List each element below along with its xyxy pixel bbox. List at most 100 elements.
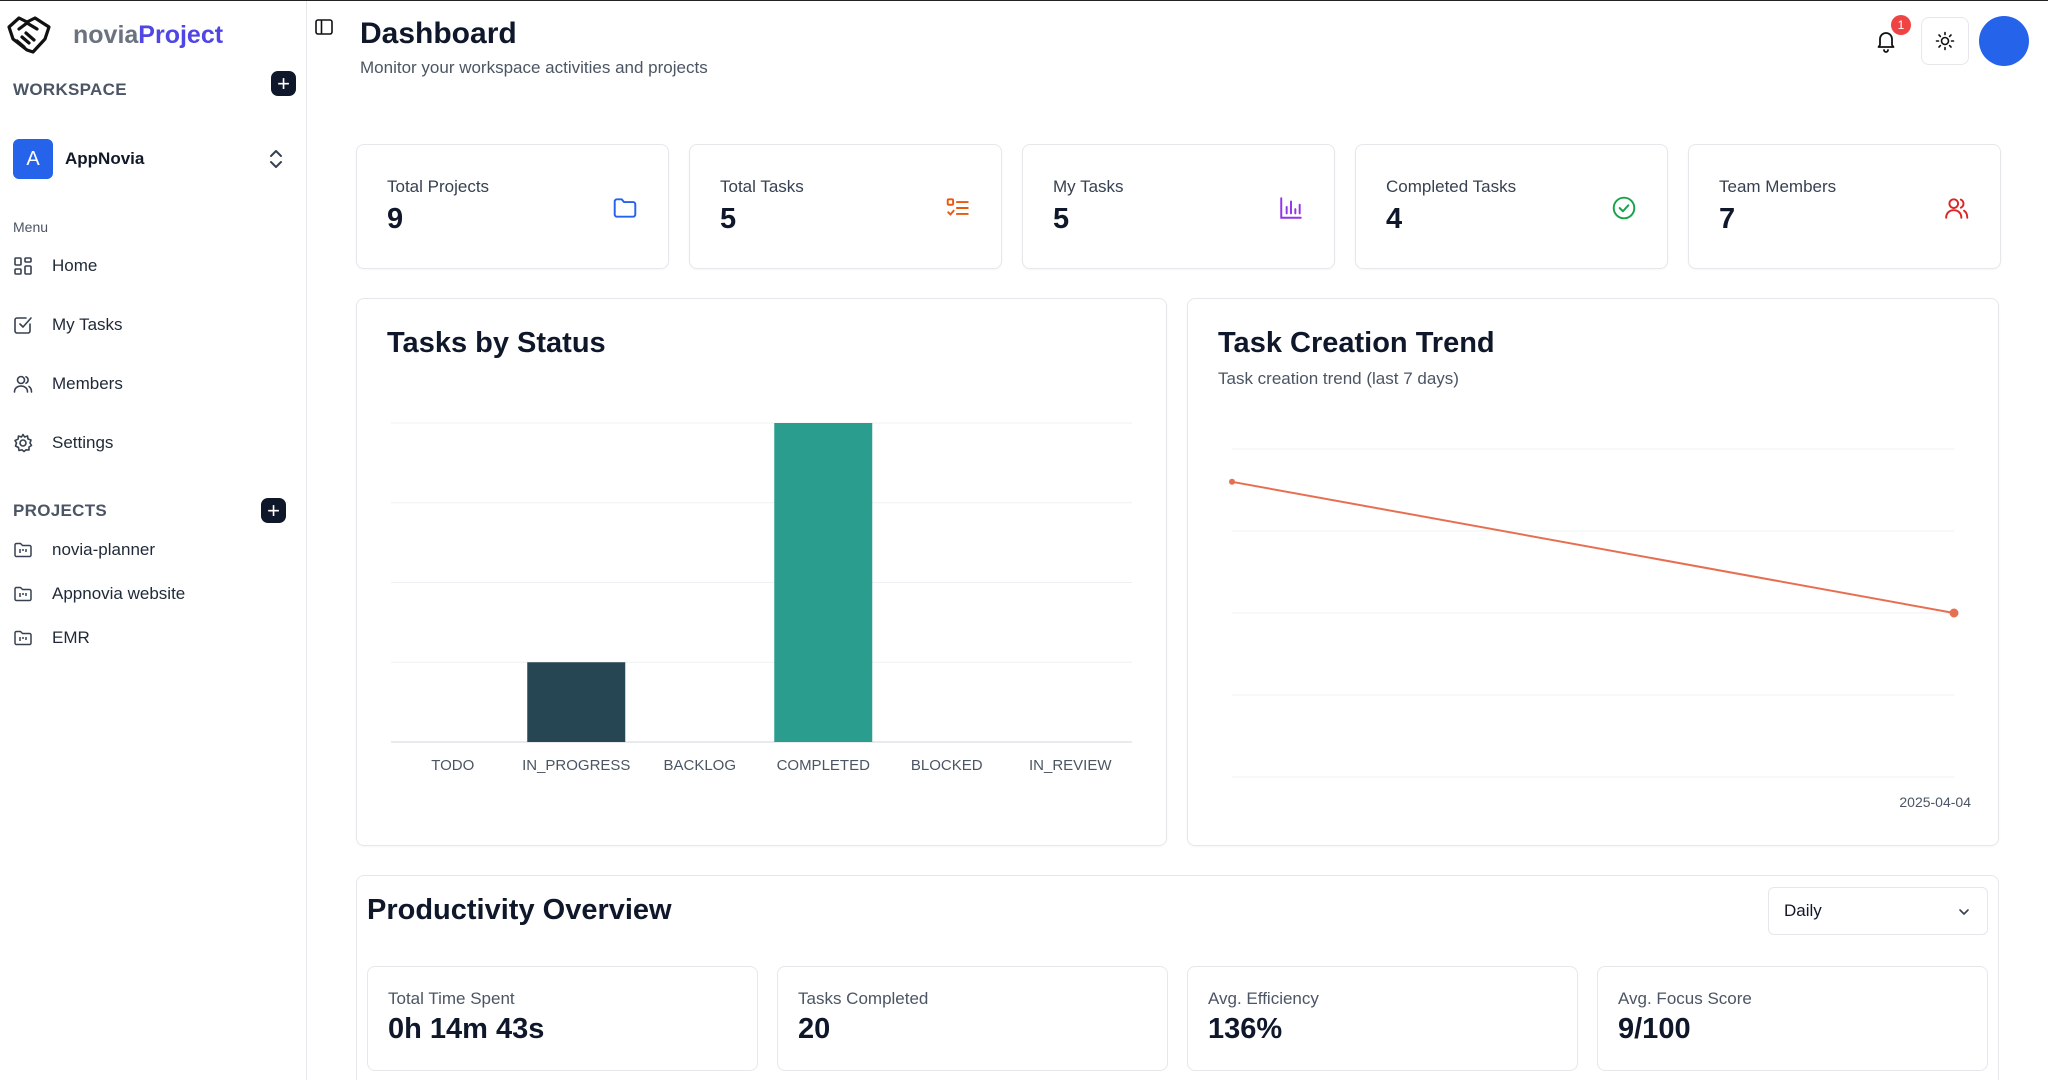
check-circle-icon — [1612, 196, 1636, 220]
chart-subtitle: Task creation trend (last 7 days) — [1218, 369, 1459, 388]
page-title: Dashboard — [360, 17, 517, 50]
grid-icon — [14, 257, 32, 275]
stat-value: 7 — [1719, 203, 1736, 235]
bell-icon[interactable] — [1874, 29, 1898, 53]
workspace-switcher[interactable]: A AppNovia — [13, 139, 293, 179]
nav-item-members[interactable]: Members — [13, 369, 123, 399]
nav-label: Members — [52, 374, 123, 393]
folder-kanban-icon — [14, 586, 32, 602]
sidebar-toggle-icon[interactable] — [314, 17, 334, 37]
data-point — [1229, 478, 1235, 485]
theme-toggle-button[interactable] — [1921, 17, 1969, 65]
project-item[interactable]: EMR — [13, 624, 90, 652]
metric-card: Total Time Spent 0h 14m 43s — [367, 966, 758, 1071]
stat-label: Total Projects — [387, 177, 490, 196]
metric-card: Avg. Focus Score 9/100 — [1597, 966, 1988, 1071]
metric-label: Total Time Spent — [388, 989, 515, 1008]
stat-card-my-tasks: My Tasks 5 — [1022, 144, 1335, 269]
checkbox-icon — [14, 317, 32, 334]
tasks-by-status-card: Tasks by Status TODO IN_PROGRESS BACKLOG CO… — [356, 298, 1167, 846]
task-creation-trend-chart: 2025-04-04 — [1229, 448, 1971, 810]
x-tick-label: COMPLETED — [777, 757, 871, 774]
workspace-name: AppNovia — [65, 149, 145, 168]
metric-label: Tasks Completed — [798, 989, 929, 1008]
brand-name: noviaProject — [73, 20, 224, 49]
folder-kanban-icon — [14, 630, 32, 646]
chart-title: Tasks by Status — [387, 327, 606, 359]
app-logo[interactable]: noviaProject — [5, 13, 223, 57]
plus-icon: + — [267, 497, 280, 523]
add-workspace-button[interactable]: + — [271, 71, 296, 96]
metric-value: 0h 14m 43s — [388, 1013, 545, 1045]
page-subtitle: Monitor your workspace activities and pr… — [360, 58, 708, 77]
handshake-logo-icon — [7, 16, 51, 54]
stat-value: 4 — [1386, 203, 1403, 235]
metric-card: Avg. Efficiency 136% — [1187, 966, 1578, 1071]
project-item[interactable]: novia-planner — [13, 536, 155, 564]
metric-value: 9/100 — [1618, 1013, 1691, 1045]
stat-label: My Tasks — [1053, 177, 1124, 196]
tasks-by-status-chart: TODO IN_PROGRESS BACKLOG COMPLETED BLOCKED IN… — [391, 422, 1132, 774]
metric-label: Avg. Efficiency — [1208, 989, 1319, 1008]
stat-card-total-tasks: Total Tasks 5 — [689, 144, 1002, 269]
x-tick-label: TODO — [431, 757, 474, 774]
stat-label: Completed Tasks — [1386, 177, 1517, 196]
x-tick-label: BACKLOG — [663, 757, 736, 774]
bar — [774, 423, 873, 742]
task-creation-trend-card: Task Creation Trend Task creation trend … — [1187, 298, 1999, 846]
bar — [527, 662, 626, 742]
menu-label: Menu — [13, 219, 49, 235]
projects-label: PROJECTS — [13, 501, 108, 520]
folder-icon — [613, 198, 637, 218]
chevron-down-icon — [1959, 909, 1969, 915]
metric-value: 136% — [1208, 1013, 1283, 1045]
project-item[interactable]: Appnovia website — [13, 580, 185, 608]
users-icon — [1945, 198, 1969, 219]
data-point — [1949, 608, 1959, 618]
period-select[interactable]: Daily — [1768, 887, 1988, 935]
metric-card: Tasks Completed 20 — [777, 966, 1168, 1071]
x-tick-label: IN_REVIEW — [1029, 757, 1112, 774]
plus-icon: + — [277, 70, 290, 96]
x-tick-label: IN_PROGRESS — [522, 757, 630, 774]
stat-card-team-members: Team Members 7 — [1688, 144, 2001, 269]
metric-label: Avg. Focus Score — [1618, 989, 1752, 1008]
x-tick-label: BLOCKED — [911, 757, 983, 774]
gear-icon — [14, 433, 33, 453]
list-icon — [946, 198, 969, 216]
add-project-button[interactable]: + — [261, 498, 286, 523]
section-title: Productivity Overview — [367, 894, 672, 926]
folder-kanban-icon — [14, 542, 32, 558]
user-avatar[interactable] — [1979, 16, 2029, 66]
series-line — [1231, 480, 1955, 614]
stat-card-total-projects: Total Projects 9 — [356, 144, 669, 269]
sun-icon — [1935, 31, 1955, 51]
notification-badge: 1 — [1891, 15, 1911, 35]
nav-label: Settings — [52, 433, 114, 452]
sidebar: noviaProject WORKSPACE + A AppNovia Menu… — [0, 1, 307, 1080]
stat-value: 5 — [1053, 203, 1070, 235]
nav-label: Home — [52, 256, 98, 275]
stat-card-completed-tasks: Completed Tasks 4 — [1355, 144, 1668, 269]
nav-item-settings[interactable]: Settings — [13, 428, 113, 458]
project-label: novia-planner — [52, 540, 156, 559]
nav-item-my-tasks[interactable]: My Tasks — [13, 310, 123, 340]
stat-value: 9 — [387, 203, 404, 235]
workspace-avatar: A — [13, 139, 53, 179]
project-label: Appnovia website — [52, 584, 186, 603]
stat-value: 5 — [720, 203, 737, 235]
nav-label: My Tasks — [52, 315, 123, 334]
stat-label: Total Tasks — [720, 177, 804, 196]
bar-chart-icon — [1280, 197, 1302, 219]
chevrons-up-down-icon — [270, 150, 282, 168]
period-select-value: Daily — [1784, 901, 1822, 920]
x-tick-label: 2025-04-04 — [1899, 794, 1971, 810]
project-label: EMR — [52, 628, 90, 647]
users-icon — [13, 375, 33, 393]
stat-label: Team Members — [1719, 177, 1837, 196]
productivity-overview-card: Productivity Overview Daily Total Time S… — [356, 875, 1999, 1080]
metric-value: 20 — [798, 1013, 831, 1045]
workspace-label: WORKSPACE — [13, 80, 127, 99]
chart-title: Task Creation Trend — [1218, 327, 1495, 359]
nav-item-home[interactable]: Home — [13, 251, 97, 281]
